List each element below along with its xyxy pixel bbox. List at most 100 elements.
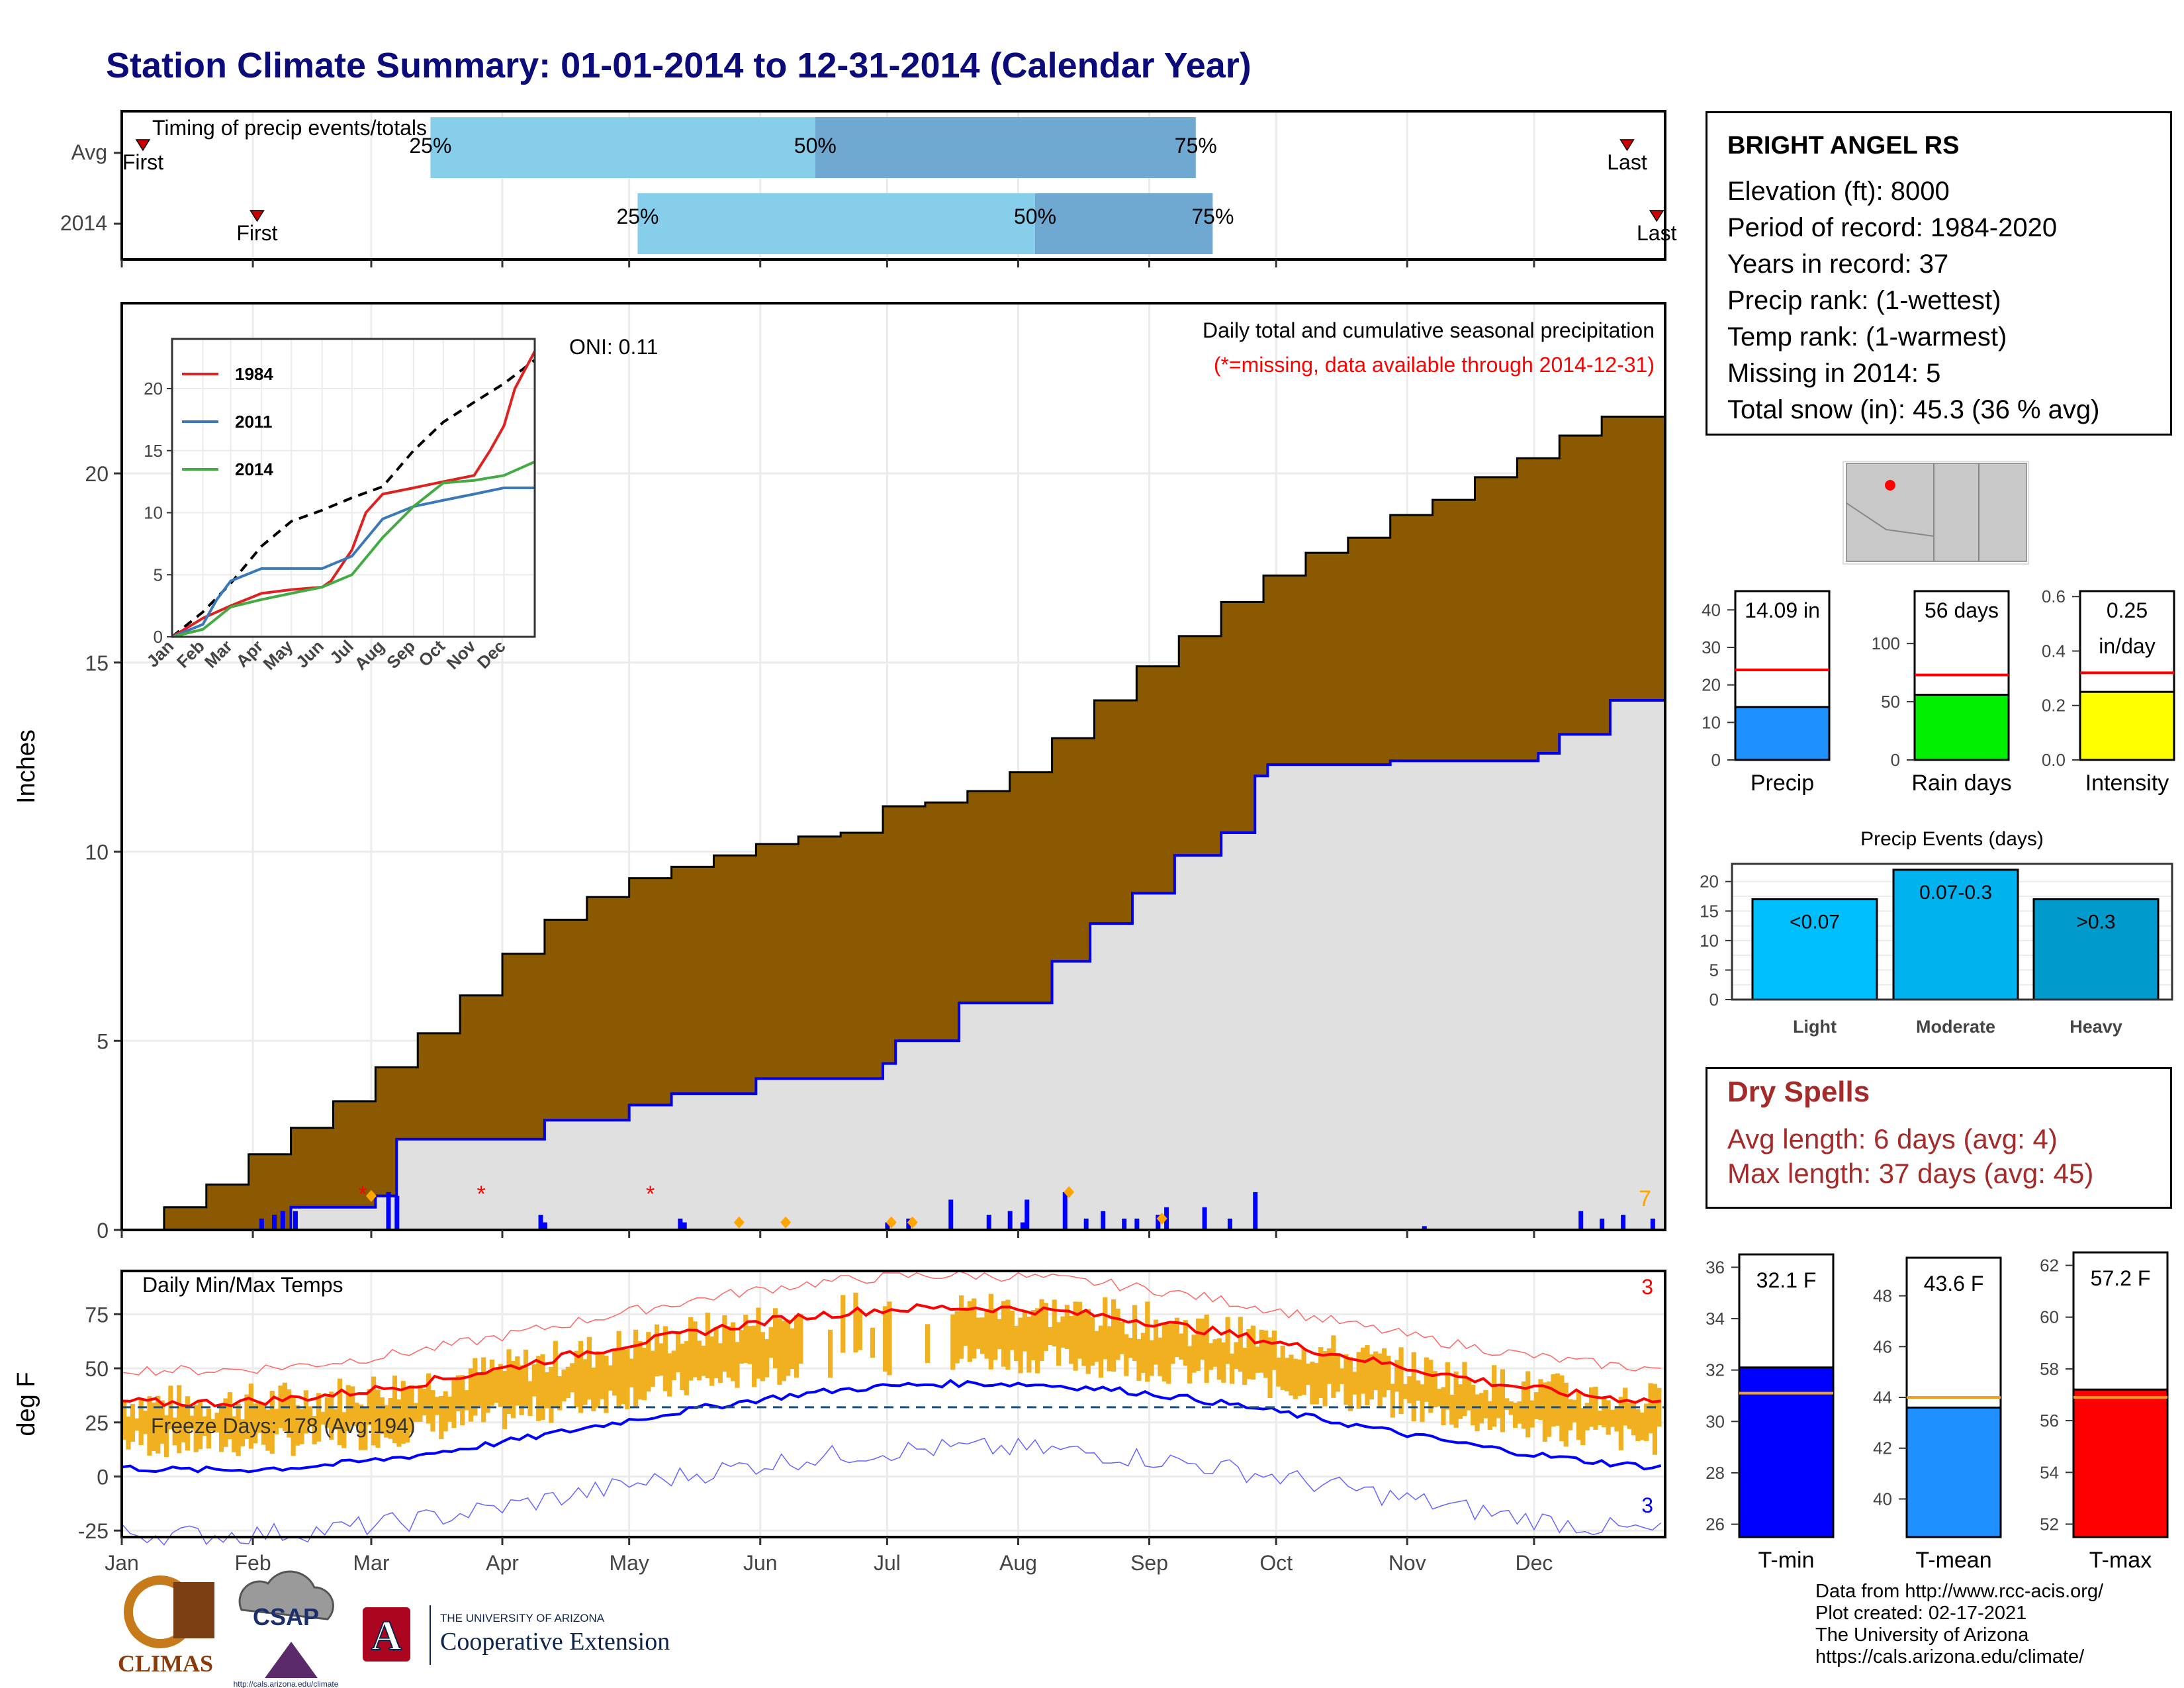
events-y-tick: 0 — [1709, 990, 1719, 1009]
missing-marker: * — [359, 1182, 367, 1207]
daily-temp-bar — [549, 1366, 554, 1423]
daily-temp-bar — [1229, 1353, 1235, 1384]
marker-triangle-icon — [1619, 139, 1635, 152]
summary-name: Precip — [1751, 771, 1814, 796]
daily-temp-bar — [1525, 1371, 1531, 1438]
daily-temp-bar — [1521, 1381, 1526, 1429]
daily-temp-bar — [1398, 1347, 1404, 1415]
daily-temp-bar — [409, 1385, 414, 1433]
daily-temp-bar — [329, 1391, 334, 1440]
tempbar-value-label: 32.1 F — [1756, 1268, 1817, 1292]
daily-temp-bar — [553, 1340, 558, 1407]
observed-cumulative-area — [122, 696, 1665, 1230]
daily-temp-bar — [1077, 1301, 1083, 1359]
daily-temp-bar — [1039, 1299, 1044, 1362]
climas-logo-shape — [173, 1582, 214, 1638]
daily-temp-bar — [1542, 1382, 1547, 1442]
daily-temp-bar — [633, 1329, 639, 1408]
daily-precip-bar — [948, 1199, 954, 1230]
daily-precip-bar — [986, 1215, 991, 1230]
daily-temp-bar — [696, 1340, 702, 1381]
daily-temp-bar — [735, 1342, 740, 1388]
daily-temp-bar — [662, 1326, 668, 1391]
x-tick-label: Mar — [353, 1551, 389, 1575]
daily-temp-bar — [1631, 1402, 1637, 1436]
inset-y-tick: 10 — [144, 503, 163, 523]
daily-temp-bar — [1436, 1389, 1442, 1407]
period-line: Period of record: 1984-2020 — [1727, 213, 2058, 242]
daily-temp-bar — [760, 1332, 765, 1382]
marker-triangle-icon — [250, 210, 265, 222]
y-tick-label: 15 — [85, 651, 109, 675]
daily-temp-bar — [299, 1409, 304, 1444]
daily-temp-bar — [1263, 1331, 1269, 1378]
daily-precip-bar — [1202, 1207, 1207, 1230]
daily-temp-bar — [726, 1326, 731, 1378]
daily-temp-bar — [705, 1312, 710, 1379]
daily-precip-bar — [1024, 1199, 1030, 1230]
daily-temp-bar — [1453, 1371, 1459, 1428]
summary-bar — [2079, 690, 2175, 761]
temps-panel: -25 0 25 50 75 deg F Daily Min/Max Temps Freeze… — [13, 1270, 1666, 1575]
years-line: Years in record: 37 — [1727, 250, 1949, 279]
daily-temp-bar — [172, 1417, 177, 1446]
daily-temp-bar — [1238, 1317, 1243, 1372]
daily-temp-bar — [1340, 1368, 1345, 1384]
daily-temp-bar — [189, 1415, 195, 1430]
daily-temp-bar — [240, 1419, 246, 1446]
daily-temp-bar — [1221, 1342, 1226, 1383]
daily-temp-bar — [1512, 1402, 1518, 1429]
event-bar — [1751, 898, 1878, 1001]
daily-temp-bar — [1326, 1348, 1332, 1384]
daily-temp-bar — [972, 1298, 977, 1359]
daily-temp-bar — [772, 1308, 778, 1368]
event-category: Heavy — [2070, 1017, 2122, 1037]
daily-temp-bar — [384, 1405, 389, 1438]
daily-temp-bar — [1356, 1352, 1361, 1409]
events-y-tick: 20 — [1700, 872, 1719, 892]
daily-temp-bar — [997, 1319, 1002, 1350]
daily-temp-bar — [1200, 1319, 1205, 1360]
daily-temp-bar — [1009, 1310, 1015, 1350]
daily-temp-bar — [388, 1398, 393, 1439]
summary-y-tick: 0 — [1711, 750, 1721, 770]
daily-temp-bar — [1407, 1376, 1412, 1404]
daily-temp-bar — [1289, 1354, 1294, 1396]
daily-temp-bar — [650, 1350, 655, 1387]
daily-temp-bar — [655, 1324, 660, 1377]
daily-temp-bar — [1225, 1317, 1230, 1364]
map-region — [1846, 463, 2027, 562]
daily-temp-bar — [1610, 1409, 1615, 1427]
daily-temp-bar — [1652, 1383, 1658, 1455]
daily-temp-bar — [1618, 1397, 1623, 1450]
daily-temp-bar — [156, 1395, 161, 1454]
record-max-line — [121, 1270, 1661, 1376]
timing-bar-25-50 — [430, 117, 815, 178]
daily-temp-bar — [274, 1409, 279, 1434]
daily-temp-bar — [426, 1373, 432, 1424]
y-tick-label: 25 — [85, 1411, 109, 1435]
inset-series-line — [171, 487, 535, 638]
daily-temp-bar — [1187, 1346, 1193, 1383]
daily-temp-bar — [841, 1295, 846, 1353]
daily-temp-bar — [659, 1343, 664, 1376]
daily-temp-bar — [1428, 1360, 1433, 1413]
inset-y-tick: 15 — [144, 441, 163, 461]
daily-precip-bar — [1253, 1192, 1258, 1230]
daily-temp-bar — [1529, 1400, 1535, 1428]
event-bar-label: >0.3 — [2076, 911, 2115, 933]
daily-temp-bar — [236, 1403, 241, 1456]
daily-precip-bar — [272, 1215, 277, 1230]
events-title: Precip Events (days) — [1860, 828, 2044, 850]
daily-temp-bar — [1255, 1346, 1260, 1373]
daily-temp-bar — [616, 1331, 621, 1409]
daily-temp-bar — [198, 1401, 203, 1450]
daily-temp-bar — [257, 1403, 262, 1433]
tempbar-y-tick: 60 — [2040, 1307, 2059, 1327]
daily-temp-bar — [1466, 1378, 1471, 1411]
daily-temp-bar — [350, 1386, 355, 1426]
daily-temp-bar — [743, 1315, 749, 1363]
y-tick-label: 10 — [85, 841, 109, 865]
daily-temp-bar — [1331, 1335, 1336, 1398]
